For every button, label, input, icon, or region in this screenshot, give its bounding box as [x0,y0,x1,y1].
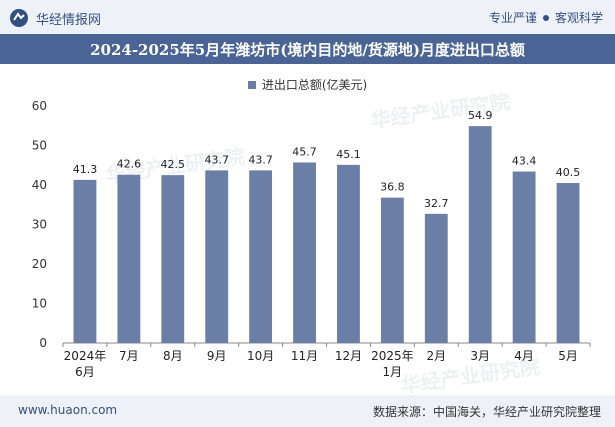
x-tick-label: 2月 [426,349,446,363]
bar [512,171,536,343]
data-label: 42.6 [117,158,142,171]
bar [205,170,229,343]
x-tick-label: 4月 [514,349,534,363]
data-label: 43.7 [248,153,273,166]
bar-chart: 0 10 20 30 40 50 60 41.3 2024年 6月 42.6 7月 42.5 8月 43.7… [32,99,591,379]
legend-label: 进出口总额(亿美元) [261,78,368,92]
tag-objective: 客观科学 [554,11,603,25]
dot-separator-icon [542,14,549,21]
bar [556,183,580,343]
legend-swatch [247,81,256,89]
bar [249,170,273,343]
y-tick-label: 60 [32,99,47,113]
x-tick-label: 2024年 [64,349,107,363]
data-label: 43.7 [204,153,229,166]
data-label: 40.5 [556,166,581,179]
brand-name: 华经情报网 [36,12,102,28]
x-tick-label: 11月 [291,349,318,363]
chart-title: 2024-2025年5月年潍坊市(境内目的地/货源地)月度进出口总额 [90,41,525,59]
y-tick-label: 30 [32,218,47,232]
bar [337,164,360,343]
y-tick-label: 20 [32,257,47,271]
data-source: 数据来源：中国海关，华经产业研究院整理 [372,405,601,419]
brand[interactable]: 华经情报网 [8,8,101,28]
title-band: 2024-2025年5月年潍坊市(境内目的地/货源地)月度进出口总额 [0,34,615,64]
data-label: 42.5 [161,158,186,171]
x-tick-label: 7月 [119,349,139,363]
y-tick-label: 0 [39,336,47,350]
site-link[interactable]: www.huaon.com [18,403,118,417]
data-label: 54.9 [468,109,493,122]
footer: www.huaon.com 数据来源：中国海关，华经产业研究院整理 [0,395,615,427]
tag-rigorous: 专业严谨 [488,11,537,25]
data-label: 43.4 [512,155,537,168]
y-tick-label: 40 [32,178,47,192]
data-label: 41.3 [73,163,98,176]
top-bar: 华经情报网 专业严谨 客观科学 [0,0,615,34]
data-label: 45.1 [336,148,361,161]
bar [293,162,316,343]
y-tick-label: 50 [32,139,47,153]
x-tick-label: 10月 [247,349,274,363]
data-label: 36.8 [380,181,405,194]
x-tick-label: 1月 [383,365,403,379]
x-tick-label: 3月 [470,349,490,363]
y-tick-label: 10 [32,297,47,311]
x-tick-label: 9月 [207,349,227,363]
bar [424,213,448,343]
bar [73,179,97,343]
x-tick-label: 12月 [335,349,362,363]
legend: 进出口总额(亿美元) [0,76,615,93]
data-label: 32.7 [424,197,449,210]
x-tick-label: 8月 [163,349,183,363]
bar [117,174,141,343]
x-tick-label: 6月 [75,365,95,379]
logo-icon [10,9,28,27]
x-tick-label: 5月 [558,349,578,363]
bar [161,175,185,343]
x-tick-label: 2025年 [371,349,414,363]
bar [468,126,492,344]
data-label: 45.7 [292,145,317,158]
brand-tags: 专业严谨 客观科学 [489,9,603,26]
bar [380,197,404,343]
